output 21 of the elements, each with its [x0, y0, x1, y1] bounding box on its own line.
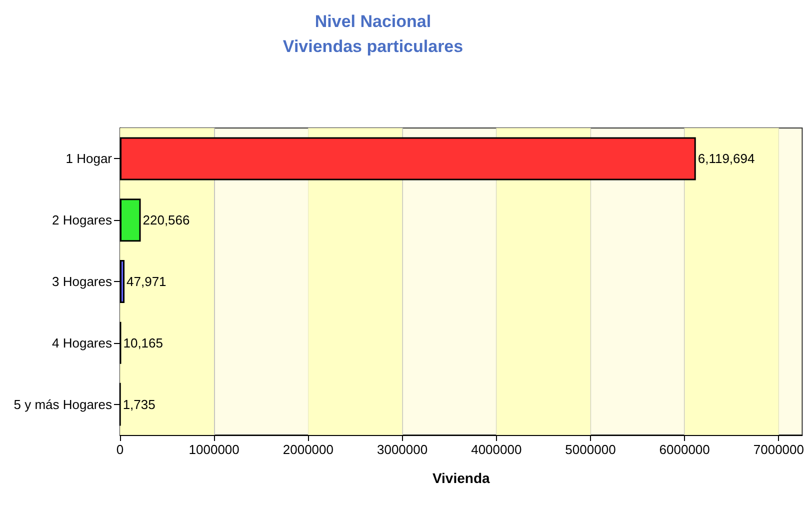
y-tick-label: 4 Hogares [52, 335, 112, 350]
x-tick-label: 0 [116, 442, 124, 457]
x-tick-label: 2000000 [282, 442, 334, 457]
x-tick-label: 6000000 [659, 442, 710, 457]
data-label: 10,165 [123, 335, 163, 350]
y-tick-label: 5 y más Hogares [14, 396, 112, 412]
x-tick-label: 5000000 [565, 442, 616, 457]
y-tick-label: 1 Hogar [66, 151, 113, 166]
x-axis-title: Vivienda [432, 470, 490, 486]
x-tick-label: 1000000 [188, 442, 240, 457]
data-label: 47,971 [126, 274, 166, 289]
data-label: 220,566 [142, 212, 190, 228]
y-tick-label: 3 Hogares [52, 274, 112, 289]
x-tick-label: 7000000 [753, 442, 804, 457]
y-tick-label: 2 Hogares [52, 212, 112, 228]
x-tick-label: 3000000 [376, 442, 428, 457]
data-label: 6,119,694 [698, 151, 755, 166]
x-tick-label: 4000000 [471, 442, 522, 457]
chart-subtitle: Viviendas particulares [282, 37, 464, 56]
chart-title: Nivel Nacional [314, 12, 432, 31]
data-label: 1,735 [122, 396, 156, 412]
